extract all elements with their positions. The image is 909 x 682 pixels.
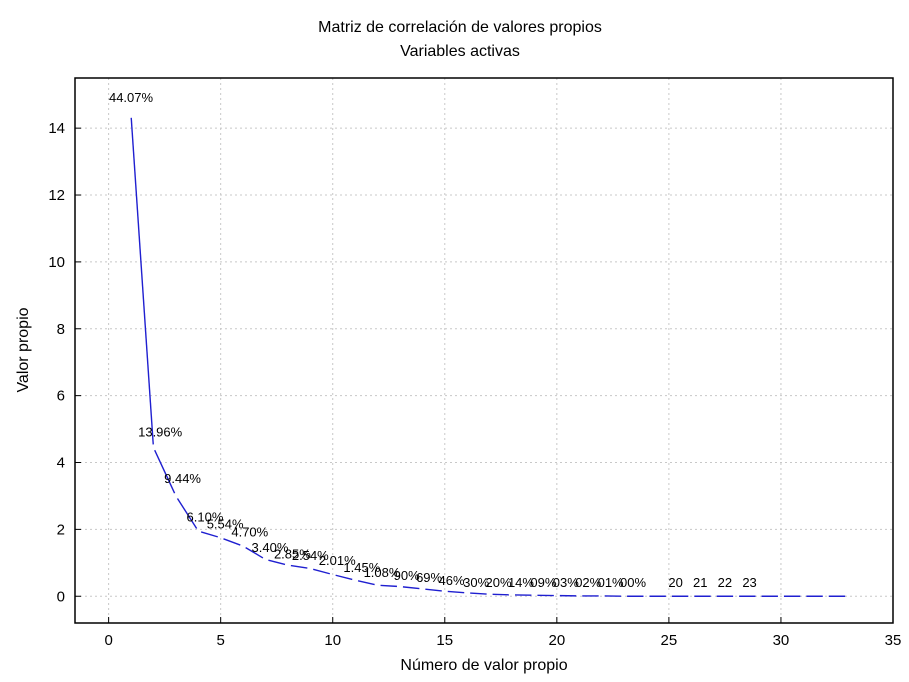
axis-ticks: 0 5 10 15 20 25 30 35 0 2 4 6 8 10 12 14 [48, 120, 901, 649]
y-tick-label: 12 [48, 187, 65, 204]
point-label: 44.07% [109, 90, 154, 105]
x-tick-label: 20 [548, 632, 565, 649]
y-tick-label: 0 [57, 588, 65, 605]
x-tick-label: 0 [104, 632, 112, 649]
series-segment [402, 586, 420, 590]
point-label: 09% [530, 575, 556, 590]
y-axis-label: Valor propio [15, 307, 32, 392]
series-segment [245, 547, 264, 559]
series-segment [357, 580, 375, 586]
point-label: 2.01% [319, 553, 356, 568]
x-axis-label: Número de valor propio [400, 657, 567, 674]
point-label: 22 [718, 575, 732, 590]
point-label: 3.40% [252, 540, 289, 555]
series-segment [380, 584, 398, 588]
point-label: 21 [693, 575, 707, 590]
point-label: 69% [416, 570, 442, 585]
point-label: 5.54% [207, 516, 244, 531]
x-tick-label: 35 [885, 632, 902, 649]
series-segment [313, 568, 331, 575]
x-tick-label: 25 [661, 632, 678, 649]
chart-title: Matriz de correlación de valores propios [318, 19, 602, 36]
y-tick-label: 14 [48, 120, 65, 137]
point-label: 20 [668, 575, 682, 590]
series-segment [176, 498, 198, 529]
series-segment [130, 117, 154, 445]
series-segment [335, 574, 353, 581]
y-tick-label: 2 [57, 521, 65, 538]
series-segment [447, 590, 465, 594]
point-label: 02% [575, 575, 601, 590]
point-label: 20% [486, 575, 512, 590]
point-label: 13.96% [138, 424, 183, 439]
x-tick-label: 10 [324, 632, 341, 649]
series-segment [290, 564, 308, 569]
grid-lines [75, 78, 894, 623]
x-tick-label: 15 [436, 632, 453, 649]
y-tick-label: 4 [57, 455, 65, 472]
y-tick-label: 6 [57, 388, 65, 405]
point-label: 90% [394, 568, 420, 583]
point-label: 2.85% [274, 546, 311, 561]
point-label: 23 [742, 575, 756, 590]
eigenvalue-series [130, 117, 846, 597]
point-label: 6.10% [187, 510, 224, 525]
point-label: 14% [508, 575, 534, 590]
series-segment [200, 531, 218, 538]
series-segment [154, 449, 176, 494]
y-tick-label: 8 [57, 321, 65, 338]
point-label: 00% [620, 575, 646, 590]
series-segment [470, 592, 487, 595]
point-labels: 44.07% 13.96% 9.44% 6.10%5.54%4.70%3.40%2.8… [109, 90, 757, 590]
point-label: 30% [463, 575, 489, 590]
point-label: 4.70% [231, 525, 268, 540]
point-label: 9.44% [164, 471, 201, 486]
point-label: 46% [438, 573, 464, 588]
x-tick-label: 5 [216, 632, 224, 649]
series-segment [223, 538, 241, 546]
chart-subtitle: Variables activas [400, 43, 520, 60]
point-label: 03% [553, 575, 579, 590]
series-segment [425, 588, 442, 592]
point-label: 1.45% [343, 560, 380, 575]
y-tick-label: 10 [48, 254, 65, 271]
plot-area [74, 77, 894, 624]
point-label: 01% [598, 575, 624, 590]
x-tick-label: 30 [773, 632, 790, 649]
point-label: 2.54% [292, 548, 329, 563]
series-segment [268, 559, 286, 566]
point-label: 1.08% [364, 565, 401, 580]
